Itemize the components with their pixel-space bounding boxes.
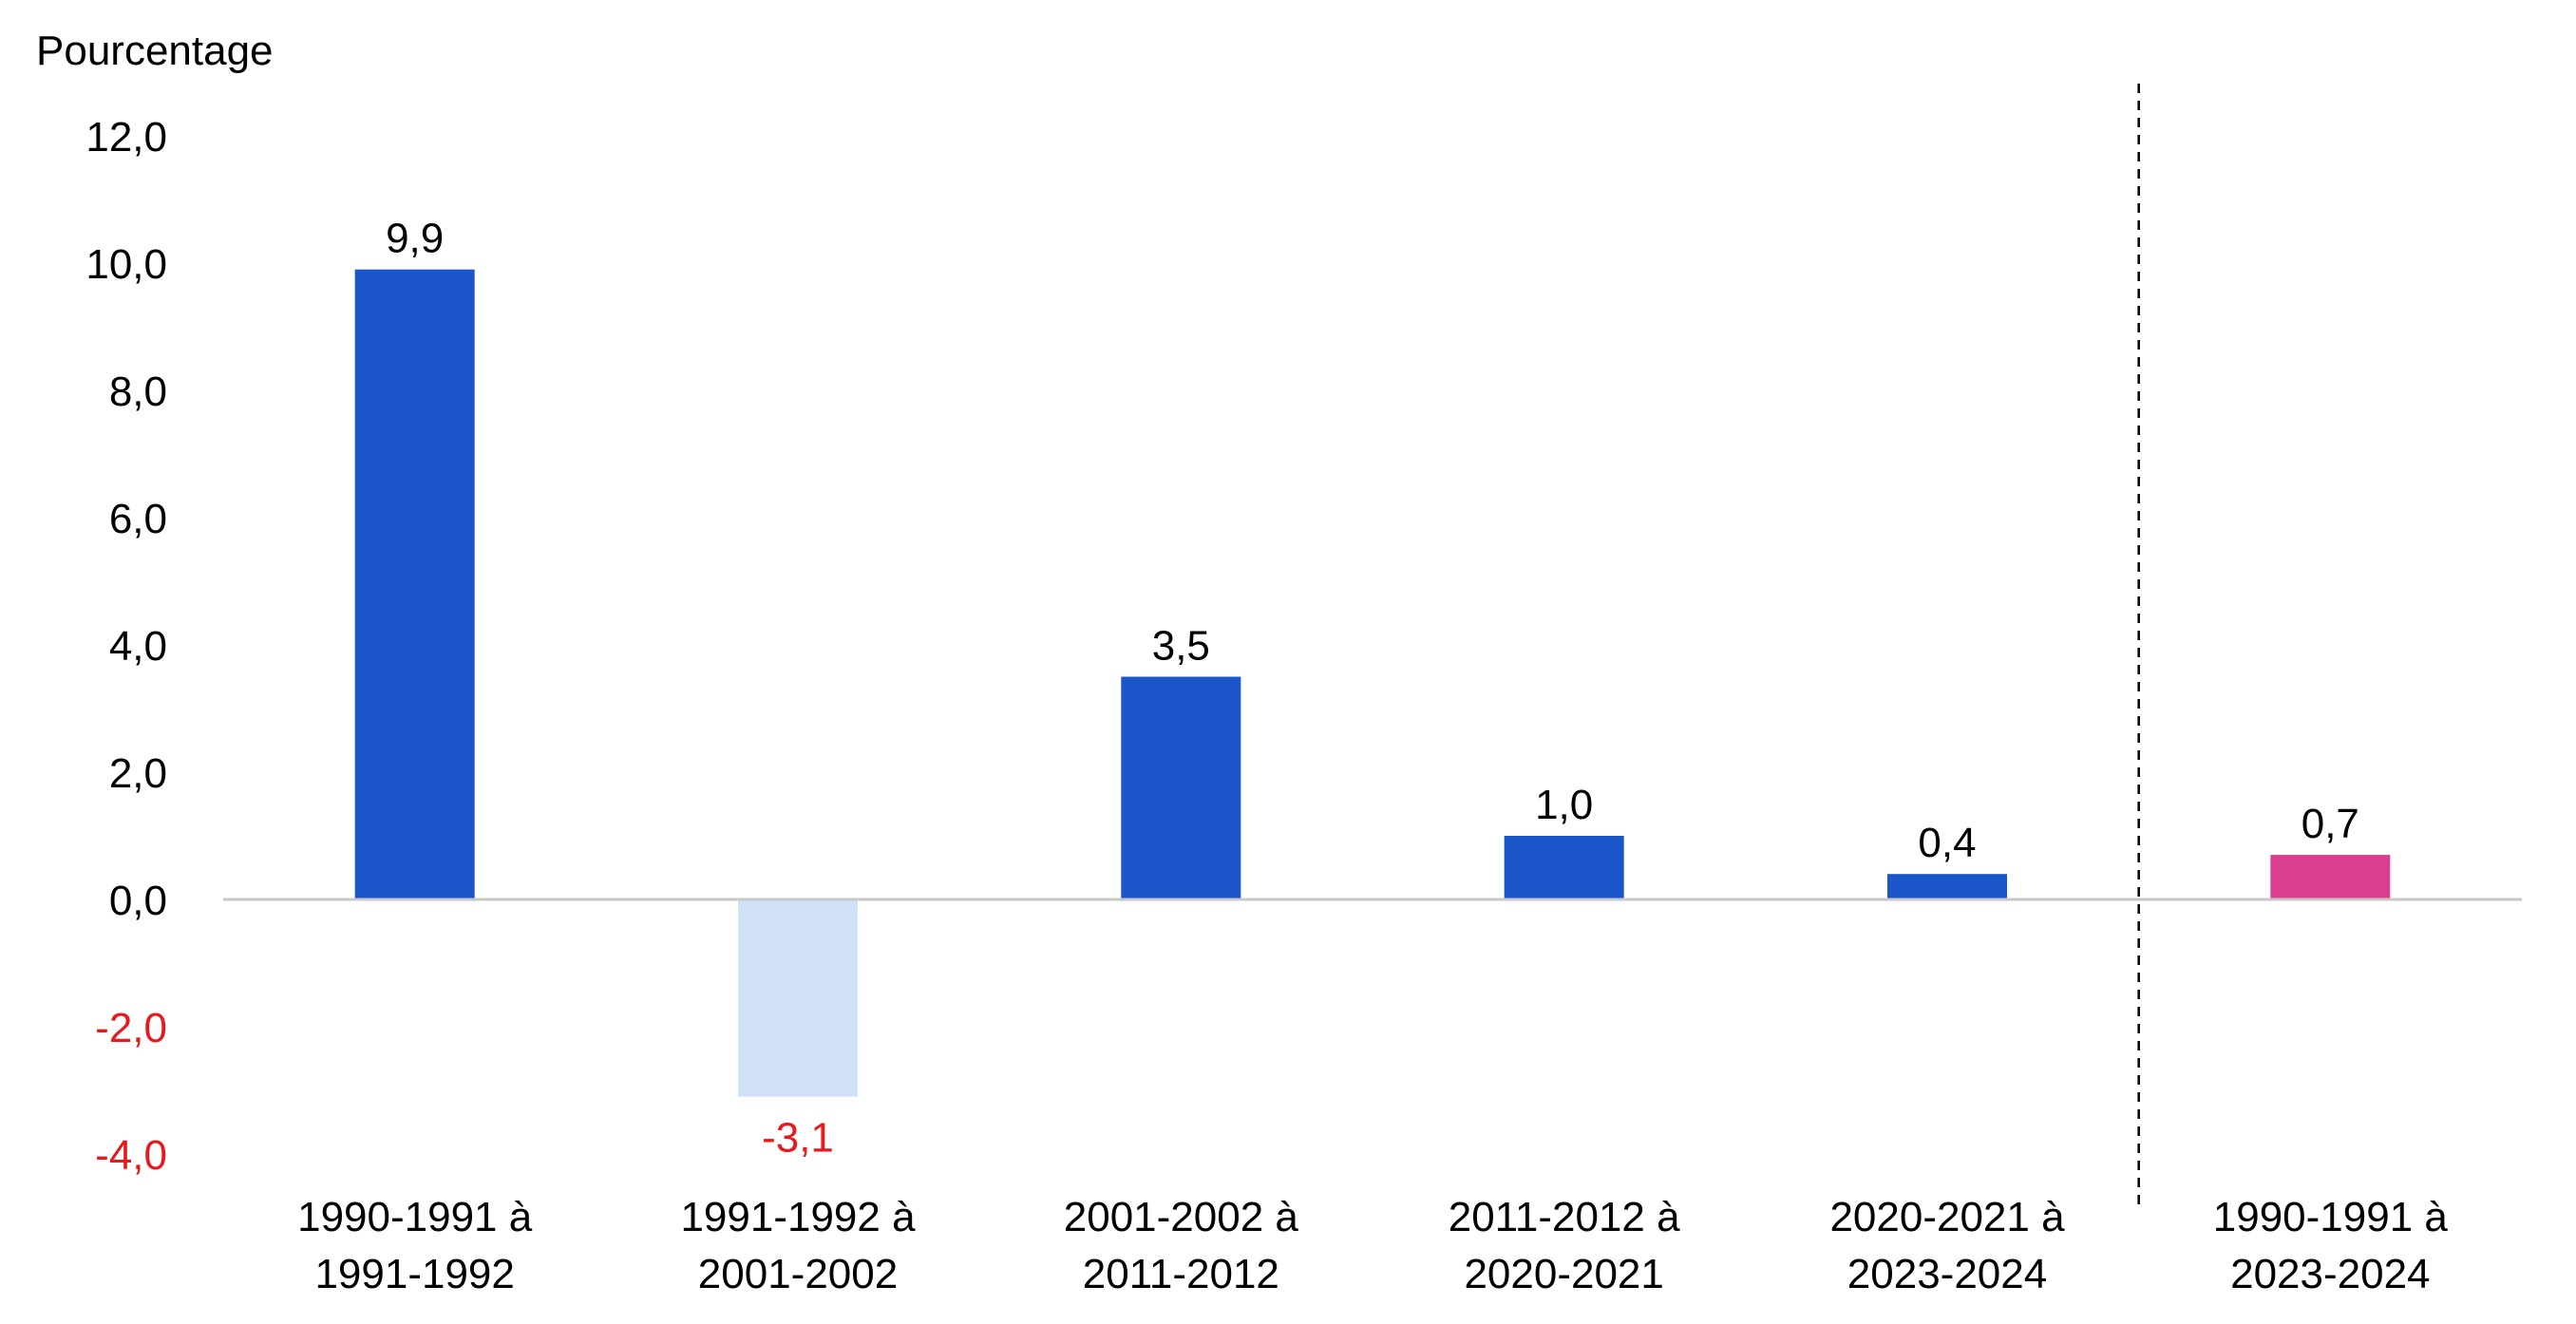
category-label-line: 2023-2024 <box>2230 1251 2430 1297</box>
y-tick-label: 4,0 <box>109 623 167 670</box>
category-label: 2001-2002 à 2011-2012 <box>1064 1194 1299 1297</box>
y-tick-label: 10,0 <box>85 241 167 288</box>
category-label-line: 2011-2012 à <box>1449 1194 1680 1240</box>
category-label-line: 2001-2002 <box>698 1251 898 1297</box>
data-label: -3,1 <box>762 1115 834 1162</box>
data-labels-group: 9,9 -3,1 3,5 1,0 0,4 0,7 <box>386 216 2359 1162</box>
category-label-line: 2023-2024 <box>1847 1251 2047 1297</box>
bar <box>354 269 475 899</box>
category-label-line: 1991-1992 <box>314 1251 514 1297</box>
y-tick-label: -2,0 <box>95 1005 167 1051</box>
bars-group <box>354 269 2391 1097</box>
y-tick-label: 6,0 <box>109 496 167 542</box>
bar <box>2270 855 2391 899</box>
bar <box>1887 874 2007 899</box>
category-label-line: 1991-1992 à <box>680 1194 916 1240</box>
data-label: 0,4 <box>1918 820 1976 866</box>
category-label: 1991-1992 à 2001-2002 <box>680 1194 916 1297</box>
category-label-line: 2020-2021 <box>1464 1251 1663 1297</box>
y-axis-ticks: 12,0 10,0 8,0 6,0 4,0 2,0 0,0 -2,0 -4,0 <box>85 114 167 1179</box>
category-label-line: 1990-1991 à <box>2213 1194 2449 1240</box>
data-label: 1,0 <box>1535 782 1593 828</box>
data-label: 9,9 <box>386 216 444 262</box>
category-label: 2020-2021 à 2023-2024 <box>1829 1194 2065 1297</box>
y-tick-label: 2,0 <box>109 750 167 797</box>
y-tick-label: 8,0 <box>109 369 167 415</box>
category-label-line: 2011-2012 <box>1083 1251 1279 1297</box>
y-tick-label: 0,0 <box>109 878 167 924</box>
data-label: 0,7 <box>2301 801 2359 847</box>
y-tick-label: 12,0 <box>85 114 167 161</box>
category-label-line: 2020-2021 à <box>1829 1194 2065 1240</box>
bar <box>1121 676 1241 899</box>
category-label: 1990-1991 à 1991-1992 <box>297 1194 533 1297</box>
category-label: 1990-1991 à 2023-2024 <box>2213 1194 2449 1297</box>
y-tick-label: -4,0 <box>95 1132 167 1179</box>
bar <box>738 899 858 1097</box>
bar <box>1504 836 1624 899</box>
category-label: 2011-2012 à 2020-2021 <box>1449 1194 1680 1297</box>
category-label-line: 2001-2002 à <box>1064 1194 1299 1240</box>
y-axis-title: Pourcentage <box>36 28 274 74</box>
category-label-line: 1990-1991 à <box>297 1194 533 1240</box>
category-labels-group: 1990-1991 à 1991-1992 1991-1992 à 2001-2002… <box>297 1194 2448 1297</box>
data-label: 3,5 <box>1152 623 1210 670</box>
